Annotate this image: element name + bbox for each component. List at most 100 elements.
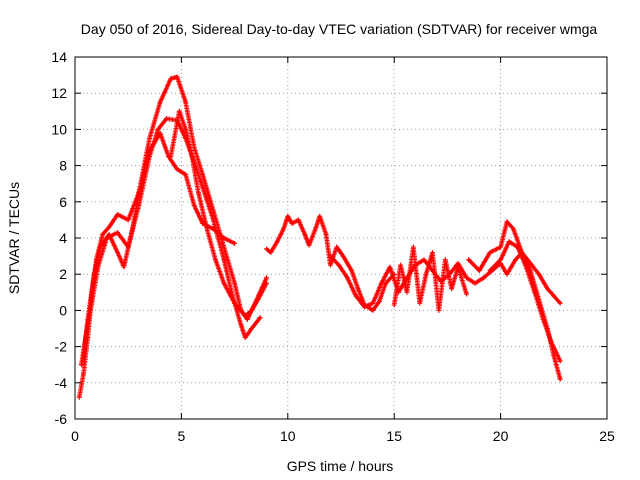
data-point [410,244,416,250]
data-point [249,308,255,313]
data-point [466,257,472,263]
data-point [510,226,516,232]
data-point [464,291,469,297]
y-tick-label: 4 [59,230,67,246]
data-point [191,203,197,208]
data-point [387,264,393,270]
data-point [464,275,469,281]
data-point [370,300,376,306]
data-point [91,271,97,277]
x-tick-label: 25 [599,428,615,444]
data-point [532,289,538,295]
data-point [476,268,482,273]
data-point [334,244,340,250]
data-point [115,250,120,255]
data-point [242,335,248,340]
data-point [221,235,227,241]
data-point [106,224,112,230]
data-point [232,300,237,306]
data-point [504,219,510,225]
data-point [196,190,201,196]
data-point [210,226,216,232]
data-point [557,376,563,382]
chart-title: Day 050 of 2016, Sidereal Day-to-day VTE… [81,21,598,37]
data-point [504,271,510,277]
series-track-g [391,244,469,313]
y-tick-label: 0 [59,302,67,318]
data-point [157,130,163,136]
y-tick-label: 8 [59,158,67,174]
data-point [183,99,189,105]
data-point [274,239,280,245]
data-point [557,300,563,306]
data-point [204,226,210,232]
data-point [317,213,323,219]
data-point [281,226,286,232]
axes: 0 5 10 15 20 25 -6 -4 -2 0 2 4 6 8 10 12 14 [51,49,615,444]
series-track-c [81,130,237,359]
data-point [106,231,112,237]
data-point [487,250,493,255]
series-track-i [487,239,563,364]
data-point [302,231,308,237]
data-point [183,127,189,132]
data-point [376,298,382,304]
data-point [362,304,367,310]
data-point [370,308,376,313]
data-point [255,297,261,302]
data-point [221,257,227,263]
data-point [306,242,312,248]
data-point [436,308,442,313]
data-point [442,257,448,263]
data-point [242,313,248,319]
x-tick-label: 0 [71,428,79,444]
data-point [379,280,384,286]
data-point [213,257,218,263]
data-point [481,275,486,281]
data-point [353,293,359,299]
data-point [183,172,189,178]
data-point [549,340,555,346]
data-point [164,116,169,121]
data-point [344,275,350,281]
y-tick-label: -6 [55,411,68,427]
data-point [296,217,301,223]
y-tick-label: -4 [55,375,68,391]
data-point [155,127,161,132]
data-point [423,271,429,277]
x-tick-label: 10 [280,428,296,444]
data-point [200,221,206,226]
data-point [421,257,427,263]
x-tick-label: 5 [178,428,186,444]
data-point [168,76,174,82]
data-point [449,286,455,292]
data-point [523,264,529,270]
data-point [513,257,518,263]
data-point [232,280,237,286]
data-point [285,213,291,219]
data-point [498,244,503,250]
y-tick-label: -2 [55,339,68,355]
data-point [557,358,563,364]
data-point [238,322,244,328]
data-point [200,172,206,178]
data-point [81,353,86,359]
data-point [98,244,103,250]
data-point [313,226,318,232]
data-point [136,190,142,196]
data-point [176,108,182,114]
data-point [189,154,195,159]
data-point [125,217,131,223]
data-point [257,315,263,321]
data-point [398,262,403,268]
data-point [268,250,274,255]
data-point [168,154,174,159]
data-point [498,257,503,263]
data-point [221,280,227,286]
data-point [487,268,493,273]
data-point [147,136,152,141]
data-point [527,268,533,273]
data-point [174,166,180,172]
